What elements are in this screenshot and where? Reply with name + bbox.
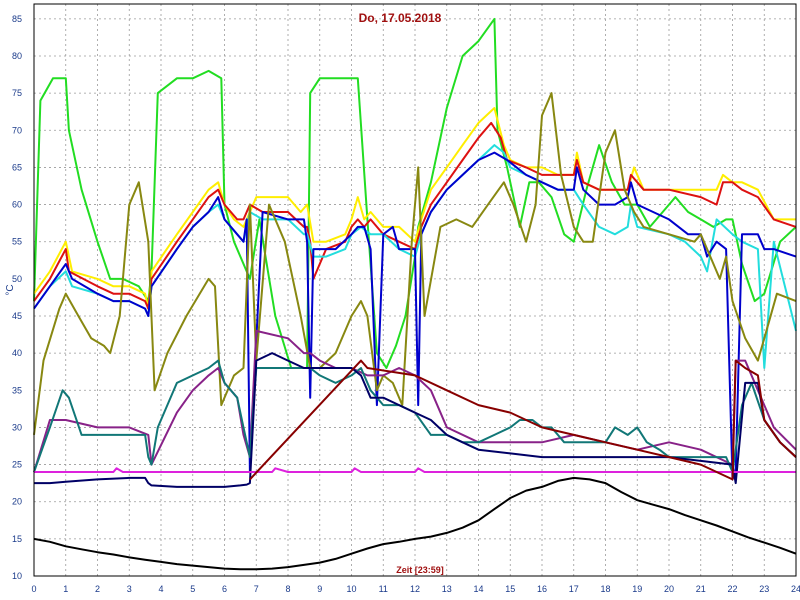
x-tick-label: 22 (727, 584, 737, 594)
y-tick-label: 35 (12, 385, 22, 395)
y-tick-label: 60 (12, 200, 22, 210)
x-tick-label: 13 (442, 584, 452, 594)
y-tick-label: 25 (12, 460, 22, 470)
x-tick-label: 8 (285, 584, 290, 594)
x-tick-label: 11 (379, 584, 388, 594)
plot-frame (33, 3, 797, 577)
x-tick-label: 4 (158, 584, 163, 594)
x-tick-label: 19 (632, 584, 642, 594)
y-tick-label: 40 (12, 348, 22, 358)
x-tick-label: 6 (222, 584, 227, 594)
series-line-10 (34, 467, 796, 473)
x-tick-label: 2 (95, 584, 100, 594)
series-line-12 (33, 476, 797, 571)
series-layer (33, 17, 797, 571)
x-tick-label: 21 (696, 584, 706, 594)
y-tick-label: 45 (12, 311, 22, 321)
x-tick-label: 0 (31, 584, 36, 594)
y-tick-label: 10 (12, 571, 22, 581)
x-tick-label: 1 (63, 584, 68, 594)
x-tick-label: 23 (759, 584, 769, 594)
y-tick-label: 30 (12, 422, 22, 432)
y-tick-label: 20 (12, 497, 22, 507)
x-tick-label: 12 (410, 584, 420, 594)
chart-title: Do, 17.05.2018 (359, 11, 442, 25)
x-tick-label: 18 (600, 584, 610, 594)
x-tick-label: 7 (254, 584, 259, 594)
y-tick-label: 70 (12, 125, 22, 135)
x-tick-label: 17 (569, 584, 579, 594)
x-tick-labels: 0 1 2 3 4 5 6 7 8 9 10 11 12 13 14 15 16 17 18 19 20 21 22 23 24 (31, 584, 800, 594)
x-axis-label: Zeit [23:59] (396, 565, 444, 575)
y-axis-label: °C (5, 284, 16, 295)
y-tick-label: 65 (12, 162, 22, 172)
y-tick-label: 80 (12, 51, 22, 61)
y-tick-labels: 10 15 20 25 30 35 40 45 50 55 60 65 70 75 80 85 (12, 14, 22, 581)
series-line-9 (34, 352, 797, 488)
x-tick-label: 24 (791, 584, 800, 594)
y-tick-label: 75 (12, 88, 22, 98)
x-tick-label: 10 (346, 584, 356, 594)
series-line-6 (33, 92, 797, 436)
y-tick-label: 15 (12, 534, 22, 544)
x-tick-label: 5 (190, 584, 195, 594)
series-line-5 (33, 151, 797, 481)
x-tick-label: 9 (317, 584, 322, 594)
series-line-11 (249, 359, 797, 481)
x-tick-label: 16 (537, 584, 547, 594)
y-tick-label: 85 (12, 14, 22, 24)
x-tick-label: 14 (473, 584, 483, 594)
x-tick-label: 20 (664, 584, 674, 594)
x-tick-label: 15 (505, 584, 515, 594)
y-tick-label: 50 (12, 274, 22, 284)
x-tick-label: 3 (127, 584, 132, 594)
y-tick-label: 55 (12, 237, 22, 247)
series-line-3 (33, 121, 797, 310)
